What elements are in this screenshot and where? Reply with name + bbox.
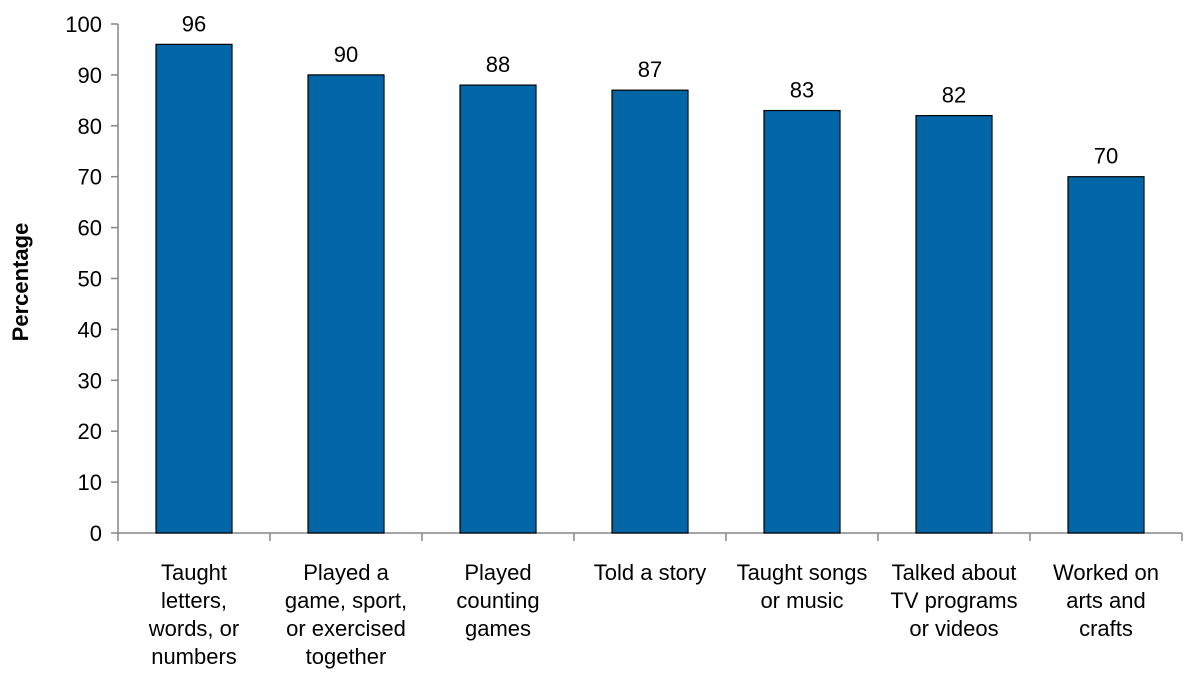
data-label: 70	[1094, 144, 1118, 169]
bar	[308, 75, 384, 533]
x-tick-label-line: or videos	[909, 616, 998, 641]
y-tick-label: 30	[78, 368, 102, 393]
x-tick-label-line: numbers	[151, 644, 237, 669]
x-tick-label-line: or music	[760, 588, 843, 613]
data-label: 82	[942, 83, 966, 108]
x-tick-label-line: games	[465, 616, 531, 641]
bar	[916, 116, 992, 533]
x-tick-label-line: Played	[464, 560, 531, 585]
y-tick-label: 0	[90, 521, 102, 546]
x-tick-label-line: TV programs	[890, 588, 1017, 613]
y-tick-label: 20	[78, 419, 102, 444]
y-tick-label: 100	[65, 12, 102, 37]
x-tick-label-line: or exercised	[286, 616, 406, 641]
x-tick-label: Played counting games	[456, 560, 539, 641]
y-tick-label: 90	[78, 63, 102, 88]
y-tick-label: 50	[78, 267, 102, 292]
x-tick-label-line: Told a story	[594, 560, 707, 585]
data-label: 90	[334, 42, 358, 67]
x-tick-label: Played a game, sport, or exercised together	[285, 560, 407, 669]
bar	[460, 85, 536, 533]
data-label: 96	[182, 11, 206, 36]
y-axis-title: Percentage	[8, 223, 33, 342]
y-tick-label: 10	[78, 470, 102, 495]
x-tick-label: Talked about TV programs or videos	[890, 560, 1017, 641]
bar	[156, 44, 232, 533]
x-tick-label: Taught letters, words, or numbers	[148, 560, 239, 669]
x-tick-label: Worked on arts and crafts	[1053, 560, 1159, 641]
bar	[1068, 177, 1144, 533]
x-tick-label-line: crafts	[1079, 616, 1133, 641]
x-tick-label-line: counting	[456, 588, 539, 613]
x-tick-label-line: letters,	[161, 588, 227, 613]
x-tick-label-line: game, sport,	[285, 588, 407, 613]
x-tick-label: Taught songs or music	[737, 560, 868, 613]
bar	[764, 111, 840, 533]
y-tick-label: 70	[78, 165, 102, 190]
x-tick-label-line: Worked on	[1053, 560, 1159, 585]
bar	[612, 90, 688, 533]
y-tick-label: 60	[78, 216, 102, 241]
x-tick-label-line: words, or	[148, 616, 239, 641]
plot-area: 0 10 20 30 40 50 60 70 80 90 100 96 Taught letters, wo…	[65, 11, 1182, 669]
x-tick-label-line: together	[306, 644, 387, 669]
data-label: 83	[790, 78, 814, 103]
y-tick-label: 40	[78, 317, 102, 342]
y-tick-label: 80	[78, 114, 102, 139]
x-tick-label-line: arts and	[1066, 588, 1146, 613]
data-label: 88	[486, 52, 510, 77]
x-tick-label-line: Taught	[161, 560, 227, 585]
x-tick-label-line: Taught songs	[737, 560, 868, 585]
data-label: 87	[638, 57, 662, 82]
x-tick-label-line: Talked about	[892, 560, 1017, 585]
x-tick-label: Told a story	[594, 560, 707, 585]
x-tick-label-line: Played a	[303, 560, 389, 585]
